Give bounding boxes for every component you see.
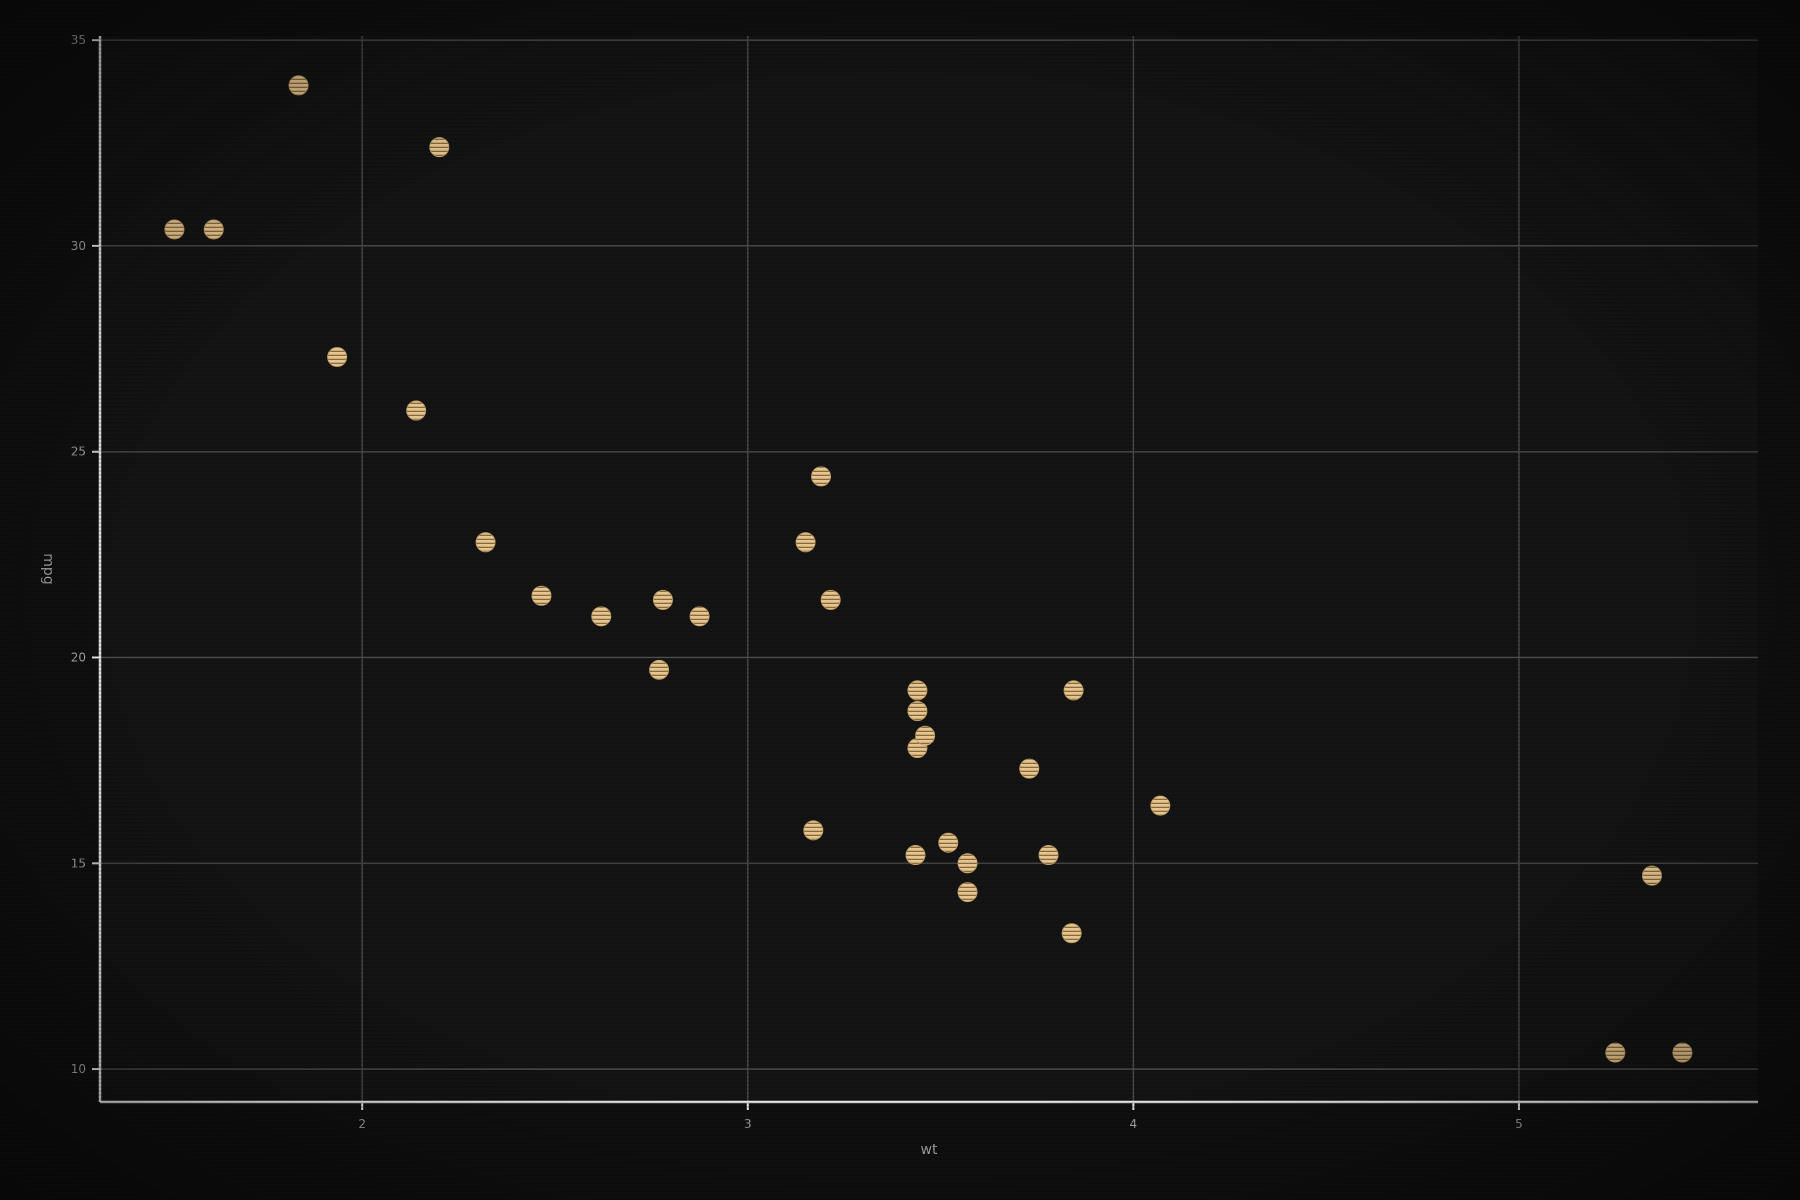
data-point xyxy=(820,589,841,610)
y-tick-label: 15 xyxy=(71,856,86,870)
data-point xyxy=(531,585,552,606)
data-point xyxy=(1063,680,1084,701)
data-point xyxy=(1019,758,1040,779)
y-tick-label: 30 xyxy=(71,239,86,253)
data-point xyxy=(1038,845,1059,866)
data-point xyxy=(288,75,309,96)
data-point xyxy=(591,606,612,627)
data-point xyxy=(795,532,816,553)
data-point xyxy=(907,680,928,701)
data-point xyxy=(1672,1042,1693,1063)
data-point xyxy=(907,700,928,721)
y-axis-label: mpg xyxy=(40,553,56,584)
data-point xyxy=(811,466,832,487)
y-tick-label: 25 xyxy=(71,445,86,459)
data-point xyxy=(649,659,670,680)
data-point xyxy=(905,845,926,866)
data-point xyxy=(803,820,824,841)
y-tick-label: 35 xyxy=(71,33,86,47)
plot-panel xyxy=(100,36,1758,1102)
data-point xyxy=(938,832,959,853)
data-point xyxy=(327,347,348,368)
x-tick-label: 3 xyxy=(744,1117,752,1131)
x-tick-label: 4 xyxy=(1130,1117,1138,1131)
tick-labels: 2 3 4 5 10 15 20 25 30 35 xyxy=(71,33,1523,1131)
y-tick-label: 10 xyxy=(71,1062,86,1076)
axes xyxy=(92,36,1758,1110)
data-point xyxy=(475,532,496,553)
x-axis-label: wt xyxy=(921,1142,938,1158)
data-point xyxy=(1605,1042,1626,1063)
data-point xyxy=(957,882,978,903)
data-point xyxy=(1641,865,1662,886)
y-tick-label: 20 xyxy=(71,650,86,664)
data-point xyxy=(164,219,185,240)
data-point xyxy=(689,606,710,627)
data-points xyxy=(164,75,1693,1063)
data-point xyxy=(957,853,978,874)
data-point xyxy=(429,137,450,158)
data-point xyxy=(915,725,936,746)
data-point xyxy=(203,219,224,240)
grid-lines xyxy=(100,36,1758,1102)
data-point xyxy=(652,589,673,610)
data-point xyxy=(406,400,427,421)
data-point xyxy=(1061,923,1082,944)
x-tick-label: 5 xyxy=(1515,1117,1523,1131)
x-tick-label: 2 xyxy=(358,1117,366,1131)
data-point xyxy=(1150,795,1171,816)
